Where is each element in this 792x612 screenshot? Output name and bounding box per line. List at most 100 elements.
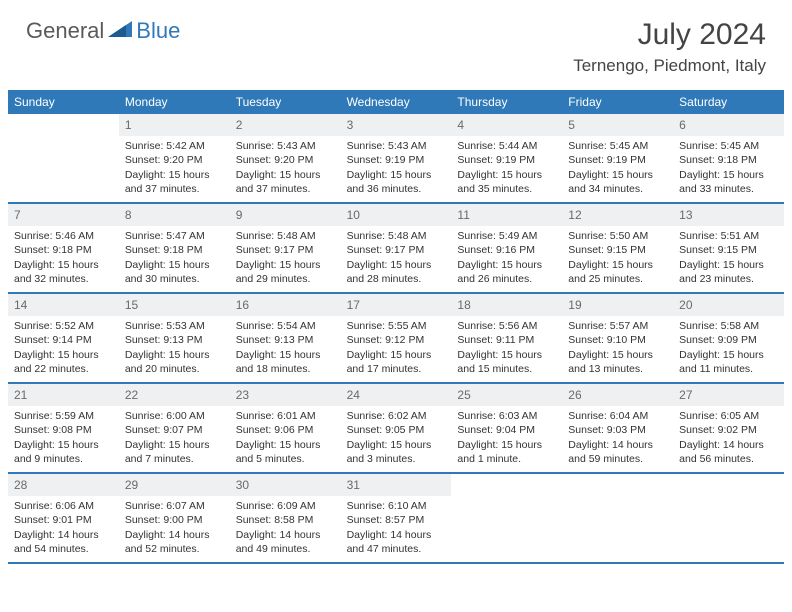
calendar-cell: 11Sunrise: 5:49 AMSunset: 9:16 PMDayligh…: [451, 204, 562, 292]
sunset-line: Sunset: 9:17 PM: [236, 243, 335, 257]
sunrise-line: Sunrise: 6:10 AM: [347, 499, 446, 513]
sunset-line: Sunset: 8:57 PM: [347, 513, 446, 527]
sunrise-line: Sunrise: 5:46 AM: [14, 229, 113, 243]
calendar-cell: 5Sunrise: 5:45 AMSunset: 9:19 PMDaylight…: [562, 114, 673, 202]
day-number: 9: [230, 204, 341, 226]
daylight-line: Daylight: 15 hours and 1 minute.: [457, 438, 556, 466]
daylight-line: Daylight: 15 hours and 34 minutes.: [568, 168, 667, 196]
sunset-line: Sunset: 9:18 PM: [125, 243, 224, 257]
sunset-line: Sunset: 9:18 PM: [679, 153, 778, 167]
sunrise-line: Sunrise: 6:00 AM: [125, 409, 224, 423]
sunrise-line: Sunrise: 5:48 AM: [347, 229, 446, 243]
calendar-cell: 22Sunrise: 6:00 AMSunset: 9:07 PMDayligh…: [119, 384, 230, 472]
daylight-line: Daylight: 15 hours and 26 minutes.: [457, 258, 556, 286]
calendar-cell: .: [451, 474, 562, 562]
daylight-line: Daylight: 15 hours and 20 minutes.: [125, 348, 224, 376]
sunset-line: Sunset: 9:02 PM: [679, 423, 778, 437]
sunset-line: Sunset: 9:06 PM: [236, 423, 335, 437]
sunset-line: Sunset: 9:01 PM: [14, 513, 113, 527]
daylight-line: Daylight: 15 hours and 29 minutes.: [236, 258, 335, 286]
day-header-cell: Thursday: [451, 90, 562, 114]
day-number: 6: [673, 114, 784, 136]
calendar-cell: 10Sunrise: 5:48 AMSunset: 9:17 PMDayligh…: [341, 204, 452, 292]
calendar-cell: 18Sunrise: 5:56 AMSunset: 9:11 PMDayligh…: [451, 294, 562, 382]
sunrise-line: Sunrise: 5:57 AM: [568, 319, 667, 333]
sunrise-line: Sunrise: 5:50 AM: [568, 229, 667, 243]
calendar-week: 7 Sunrise: 5:46 AM Sunset: 9:18 PM Daylight…: [8, 204, 784, 294]
sunrise-line: Sunrise: 5:53 AM: [125, 319, 224, 333]
calendar-cell: 21Sunrise: 5:59 AMSunset: 9:08 PMDayligh…: [8, 384, 119, 472]
day-number: 26: [562, 384, 673, 406]
sunrise-line: Sunrise: 5:54 AM: [236, 319, 335, 333]
calendar-cell: 12Sunrise: 5:50 AMSunset: 9:15 PMDayligh…: [562, 204, 673, 292]
sunrise-line: Sunrise: 5:51 AM: [679, 229, 778, 243]
sunrise-line: Sunrise: 5:47 AM: [125, 229, 224, 243]
daylight-line: Daylight: 15 hours and 23 minutes.: [679, 258, 778, 286]
sunrise-line: Sunrise: 5:43 AM: [347, 139, 446, 153]
daylight-line: Daylight: 15 hours and 28 minutes.: [347, 258, 446, 286]
sunrise-line: Sunrise: 6:07 AM: [125, 499, 224, 513]
day-number: 2: [230, 114, 341, 136]
calendar-cell: 15Sunrise: 5:53 AMSunset: 9:13 PMDayligh…: [119, 294, 230, 382]
sunrise-line: Sunrise: 5:58 AM: [679, 319, 778, 333]
day-number: 22: [119, 384, 230, 406]
day-number: 16: [230, 294, 341, 316]
day-header-cell: Sunday: [8, 90, 119, 114]
sunrise-line: Sunrise: 5:59 AM: [14, 409, 113, 423]
calendar-week: .1Sunrise: 5:42 AMSunset: 9:20 PMDayligh…: [8, 114, 784, 204]
day-header-cell: Friday: [562, 90, 673, 114]
sunrise-line: Sunrise: 6:04 AM: [568, 409, 667, 423]
calendar-cell: .: [562, 474, 673, 562]
calendar-cell: 29Sunrise: 6:07 AMSunset: 9:00 PMDayligh…: [119, 474, 230, 562]
sunrise-line: Sunrise: 6:09 AM: [236, 499, 335, 513]
daylight-line: Daylight: 15 hours and 5 minutes.: [236, 438, 335, 466]
day-number: 8: [119, 204, 230, 226]
daylight-line: Daylight: 15 hours and 17 minutes.: [347, 348, 446, 376]
daylight-line: Daylight: 15 hours and 37 minutes.: [125, 168, 224, 196]
day-number: 19: [562, 294, 673, 316]
calendar: SundayMondayTuesdayWednesdayThursdayFrid…: [0, 90, 792, 564]
daylight-line: Daylight: 15 hours and 13 minutes.: [568, 348, 667, 376]
logo-triangle-icon: [108, 19, 134, 44]
day-number: 7: [8, 204, 119, 226]
sunset-line: Sunset: 9:00 PM: [125, 513, 224, 527]
sunset-line: Sunset: 9:16 PM: [457, 243, 556, 257]
sunset-line: Sunset: 9:04 PM: [457, 423, 556, 437]
calendar-cell: 27Sunrise: 6:05 AMSunset: 9:02 PMDayligh…: [673, 384, 784, 472]
calendar-cell: 20Sunrise: 5:58 AMSunset: 9:09 PMDayligh…: [673, 294, 784, 382]
calendar-body: .1Sunrise: 5:42 AMSunset: 9:20 PMDayligh…: [8, 114, 784, 564]
sunrise-line: Sunrise: 5:44 AM: [457, 139, 556, 153]
logo-text-blue: Blue: [136, 18, 180, 44]
sunset-line: Sunset: 9:13 PM: [236, 333, 335, 347]
day-number: 4: [451, 114, 562, 136]
calendar-cell: .: [8, 114, 119, 202]
daylight-line: Daylight: 15 hours and 32 minutes.: [14, 258, 113, 286]
calendar-week: 28 Sunrise: 6:06 AMSunset: 9:01 PM Dayligh…: [8, 474, 784, 564]
month-title: July 2024: [573, 18, 766, 52]
daylight-line: Daylight: 15 hours and 9 minutes.: [14, 438, 113, 466]
day-number: 17: [341, 294, 452, 316]
calendar-week: 14Sunrise: 5:52 AMSunset: 9:14 PMDayligh…: [8, 294, 784, 384]
day-number: 25: [451, 384, 562, 406]
sunrise-line: Sunrise: 5:56 AM: [457, 319, 556, 333]
day-number: 28: [8, 474, 119, 496]
header: General Blue July 2024 Ternengo, Piedmon…: [0, 0, 792, 82]
calendar-cell: 3Sunrise: 5:43 AMSunset: 9:19 PMDaylight…: [341, 114, 452, 202]
sunset-line: Sunset: 9:10 PM: [568, 333, 667, 347]
sunrise-line: Sunrise: 5:45 AM: [679, 139, 778, 153]
sunset-line: Sunset: 9:20 PM: [236, 153, 335, 167]
sunset-line: Sunset: 9:08 PM: [14, 423, 113, 437]
calendar-cell: 2Sunrise: 5:43 AMSunset: 9:20 PMDaylight…: [230, 114, 341, 202]
sunrise-line: Sunrise: 5:52 AM: [14, 319, 113, 333]
sunrise-line: Sunrise: 6:06 AM: [14, 499, 113, 513]
calendar-cell: 16Sunrise: 5:54 AMSunset: 9:13 PMDayligh…: [230, 294, 341, 382]
sunset-line: Sunset: 9:14 PM: [14, 333, 113, 347]
daylight-line: Daylight: 14 hours and 47 minutes.: [347, 528, 446, 556]
calendar-cell: .: [673, 474, 784, 562]
day-number: 12: [562, 204, 673, 226]
day-number: 18: [451, 294, 562, 316]
calendar-cell: 23Sunrise: 6:01 AMSunset: 9:06 PMDayligh…: [230, 384, 341, 472]
day-header-row: SundayMondayTuesdayWednesdayThursdayFrid…: [8, 90, 784, 114]
day-number: 1: [119, 114, 230, 136]
calendar-cell: 30Sunrise: 6:09 AMSunset: 8:58 PMDayligh…: [230, 474, 341, 562]
